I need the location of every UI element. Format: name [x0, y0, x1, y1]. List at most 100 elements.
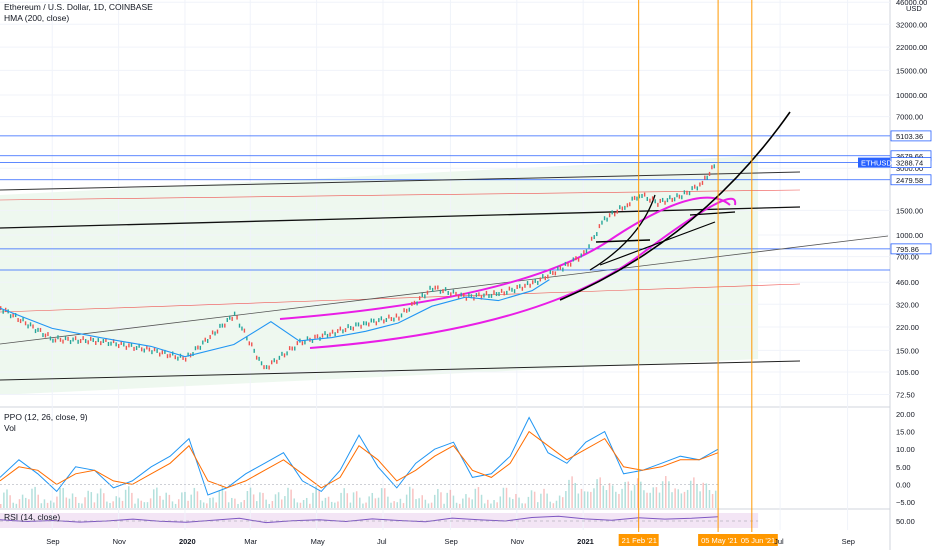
volume-bar	[590, 491, 592, 508]
candle	[601, 220, 603, 225]
candle	[214, 331, 216, 336]
candle	[621, 206, 624, 211]
parabolic-curve	[309, 197, 737, 349]
volume-bar	[15, 503, 18, 508]
candle	[696, 186, 699, 191]
volume-bar	[146, 502, 149, 508]
candle	[388, 314, 390, 319]
candle	[542, 274, 544, 279]
volume-bar	[330, 501, 333, 508]
volume-bar	[412, 488, 414, 508]
candle	[32, 324, 34, 329]
candle	[691, 186, 693, 191]
volume-bar	[615, 491, 617, 508]
candle	[233, 311, 236, 316]
candle	[447, 290, 449, 295]
candle	[117, 344, 120, 349]
volume-bar	[343, 488, 345, 508]
date-marker-tag	[618, 534, 659, 546]
candle	[216, 329, 219, 334]
candle	[676, 193, 678, 198]
candle	[67, 336, 69, 341]
date-markers[interactable]: 21 Feb '21 05 May '21 05 Jun '21	[618, 0, 778, 546]
candle	[649, 198, 651, 203]
candle	[248, 341, 251, 346]
volume-bar	[574, 482, 576, 508]
candle	[161, 350, 164, 355]
candle	[657, 202, 659, 207]
candle	[219, 323, 221, 328]
candle	[429, 285, 431, 290]
candle	[17, 318, 19, 323]
volume-bar	[78, 502, 80, 508]
volume-bar	[284, 496, 286, 508]
volume-bar	[140, 500, 142, 508]
candle	[182, 355, 184, 360]
candle	[253, 348, 255, 353]
time-axis[interactable]: Sep Nov 2020 Mar May Jul Sep Nov 2021 Jul Sep	[46, 537, 855, 546]
candle	[224, 323, 226, 328]
volume-bar	[6, 489, 8, 508]
volume-bar	[640, 481, 642, 508]
volume-bar	[558, 495, 561, 508]
candle	[638, 194, 641, 199]
candle	[82, 336, 84, 341]
volume-bar	[352, 492, 355, 508]
candle	[378, 318, 380, 323]
candle	[572, 257, 575, 262]
volume-bar	[184, 491, 186, 508]
candle	[342, 329, 344, 334]
candle	[321, 333, 324, 338]
candle	[567, 262, 569, 267]
price-level-label: 3679.66	[896, 152, 923, 161]
ppo-tick-label: 10.00	[896, 445, 915, 454]
ppo-pane[interactable]	[0, 416, 719, 509]
candle	[580, 253, 582, 258]
candle	[624, 205, 626, 210]
candle	[537, 280, 539, 285]
volume-bar	[646, 492, 648, 508]
volume-bar	[24, 497, 27, 508]
volume-bar	[21, 494, 24, 508]
candle	[421, 293, 423, 298]
candle	[483, 293, 485, 298]
candle	[187, 352, 189, 357]
date-marker-label: 21 Feb '21	[622, 536, 657, 545]
candle	[221, 323, 224, 328]
price-tick-label: 1000.00	[896, 231, 923, 240]
volume-bar	[549, 501, 551, 508]
candle	[559, 265, 562, 270]
ppo-tick-label: 0.00	[896, 480, 911, 489]
date-marker-tag	[737, 534, 778, 546]
candle	[151, 350, 153, 355]
price-series[interactable]	[0, 164, 715, 370]
volume-bar	[296, 502, 299, 508]
candle	[44, 333, 47, 338]
volume-bar	[359, 497, 361, 508]
volume-bar	[505, 487, 508, 508]
price-axis[interactable]: 46000.00 32000.00 22000.00 15000.00 10000.00…	[858, 0, 932, 526]
volume-bar	[227, 502, 230, 508]
drawings[interactable]	[0, 111, 890, 381]
volume-bar	[56, 496, 58, 508]
volume-bar	[152, 489, 155, 508]
time-tick-label: 2020	[179, 537, 196, 546]
volume-bar	[90, 492, 93, 508]
volume-bar	[99, 488, 102, 508]
ppo-tick-label: 20.00	[896, 410, 915, 419]
price-level-tag	[890, 243, 932, 255]
ppo-legend: PPO (12, 26, close, 9)	[4, 412, 88, 422]
volume-bar	[65, 497, 68, 508]
volume-bar	[430, 502, 433, 508]
volume-bar	[636, 478, 639, 508]
price-level-label: 2479.58	[896, 176, 923, 185]
rsi-pane[interactable]	[0, 515, 759, 524]
candle	[575, 256, 577, 261]
volume-bar	[224, 491, 227, 508]
volume-bar	[315, 486, 317, 508]
price-tick-label: 7000.00	[896, 113, 923, 122]
price-tick-label: 32000.00	[896, 20, 927, 29]
volume-bar	[405, 494, 408, 508]
